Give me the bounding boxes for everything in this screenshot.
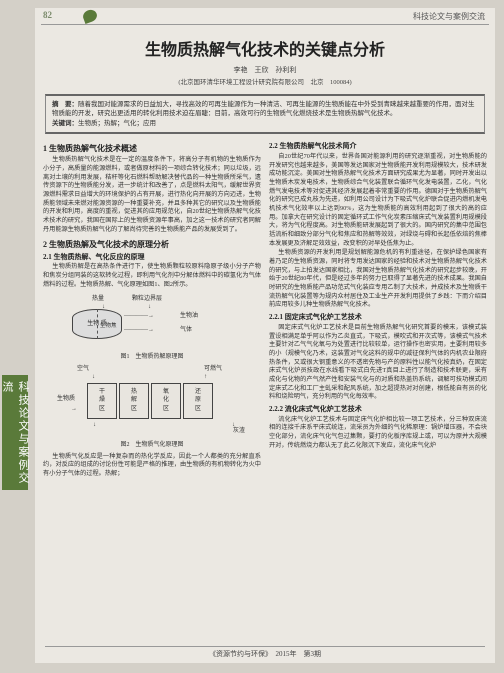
- fig2-zone-oxid: 氧 化 区: [151, 383, 181, 419]
- fig2-label-ash: 灰渣: [233, 427, 245, 435]
- side-category-tab: 科技论文与案例交流: [2, 375, 28, 490]
- fig2-label-biomass: 生物质: [57, 395, 75, 403]
- arrow-down-icon: ↓: [148, 303, 151, 311]
- paragraph: 生物质热解是在高热条件进行下，使生物质颗粒较原料隐原子级小分子产物和焦炭分组同装…: [43, 263, 261, 289]
- page-footer: 《资源节约与环保》 2015年 第3期: [35, 649, 495, 659]
- paragraph: 固定床式气化炉工艺技术是目前生物质热解气化研究首要的模末，该模式装置设相满足单乎…: [269, 324, 487, 402]
- fig2-zone-redu: 还 原 区: [183, 383, 213, 419]
- leaf-icon: [81, 8, 98, 24]
- fig1-label-oil: 生物油: [180, 312, 198, 320]
- heading-s2-2: 2.2 生物质热解气化技术简介: [269, 142, 487, 152]
- paragraph: 生物质热解气化技术是在一定的温度条件下，将高分子有机物的生物质作为小分子，高质量…: [43, 156, 261, 234]
- keywords-label: 关键词：: [52, 120, 78, 127]
- abstract-text: 随着我国对能源需求的日益加大，寻找高效的可再生能源作为一种清洁、可再生能源的生物…: [52, 101, 475, 117]
- arrow-up-icon: ↑: [204, 373, 207, 381]
- heading-s2-2-2: 2.2.2 流化床式气化炉工艺技术: [269, 405, 487, 415]
- heading-s1: 1 生物质热解气化技术概述: [43, 143, 261, 154]
- heading-s2-2-1: 2.2.1 固定床式气化炉工艺技术: [269, 313, 487, 323]
- paragraph: 生物质气化反应是一种复杂而的热化学反应，因此一个人都类的充分解直系约，对反应的组…: [43, 453, 261, 479]
- left-column: 1 生物质热解气化技术概述 生物质热解气化技术是在一定的温度条件下，将高分子有机…: [43, 139, 261, 479]
- columns: 1 生物质热解气化技术概述 生物质热解气化技术是在一定的温度条件下，将高分子有机…: [35, 139, 495, 479]
- keywords-text: 生物质；热解；气化；应用: [78, 120, 156, 127]
- fig1-label-boundary: 颗粒边界层: [132, 295, 162, 303]
- heading-s2-1: 2.1 生物质热解、气化反应的原理: [43, 253, 261, 263]
- arrow-right-icon: →: [71, 405, 77, 413]
- fig2-zone-pyro: 热 解 区: [119, 383, 149, 419]
- arrow-down-icon: ↓: [92, 373, 95, 381]
- figure-2: 空气 ↓ 可燃气 ↑ 干 燥 区 热 解 区 氧 化 区 还 原 区 生物质 →…: [43, 365, 261, 450]
- right-column: 2.2 生物质热解气化技术简介 自20世纪70年代以来，世界各国对能源利用的研究…: [269, 139, 487, 479]
- fig1-label-gas: 气体: [180, 326, 192, 334]
- page-header: 82 科技论文与案例交流: [35, 8, 495, 26]
- affiliation: (北京国环清华环境工程设计研究院有限公司 北京 100084): [35, 76, 495, 91]
- abstract-label: 摘 要：: [52, 101, 78, 108]
- abstract-box: 摘 要：随着我国对能源需求的日益加大，寻找高效的可再生能源作为一种清洁、可再生能…: [45, 94, 485, 134]
- paragraph: 自20世纪70年代以来，世界各国对能源利用的研究逐渐重视，对生物质能的开发研究也…: [269, 153, 487, 248]
- figure-1-caption: 图1 生物质热解原理图: [43, 353, 261, 361]
- figure-1: 热量 颗粒边界层 ↓ ↓ 生物 质 生物焦 ————→ 生物油 ————→ 气体…: [43, 293, 261, 362]
- paragraph: 生物质资源的开发利用是规划解能源危机的有利重途径，在保护绿色国家有着乃足的生物质…: [269, 249, 487, 310]
- arrow-down-icon: ↓: [93, 421, 96, 429]
- fig2-zone-dry: 干 燥 区: [87, 383, 117, 419]
- fig2-label-air: 空气: [77, 365, 89, 373]
- arrow-right-icon: ————→: [124, 326, 154, 334]
- figure-2-caption: 图2 生物质气化原理图: [43, 441, 261, 449]
- authors: 李艳 王欣 孙利利: [35, 64, 495, 76]
- header-rule: [41, 24, 489, 25]
- heading-s2: 2 生物质热解及气化技术的原理分析: [43, 239, 261, 250]
- page-number: 82: [43, 10, 52, 20]
- article-title: 生物质热解气化技术的关键点分析: [35, 26, 495, 64]
- page: 82 科技论文与案例交流 生物质热解气化技术的关键点分析 李艳 王欣 孙利利 (…: [35, 8, 495, 663]
- header-category: 科技论文与案例交流: [413, 11, 485, 22]
- paragraph: 流化床气化炉工艺技术与固定床气化炉相比较一项工艺技术，分三种双床流相的连接千床系…: [269, 416, 487, 451]
- arrow-right-icon: ————→: [124, 312, 154, 320]
- fig1-node-r: 生物焦: [100, 323, 117, 331]
